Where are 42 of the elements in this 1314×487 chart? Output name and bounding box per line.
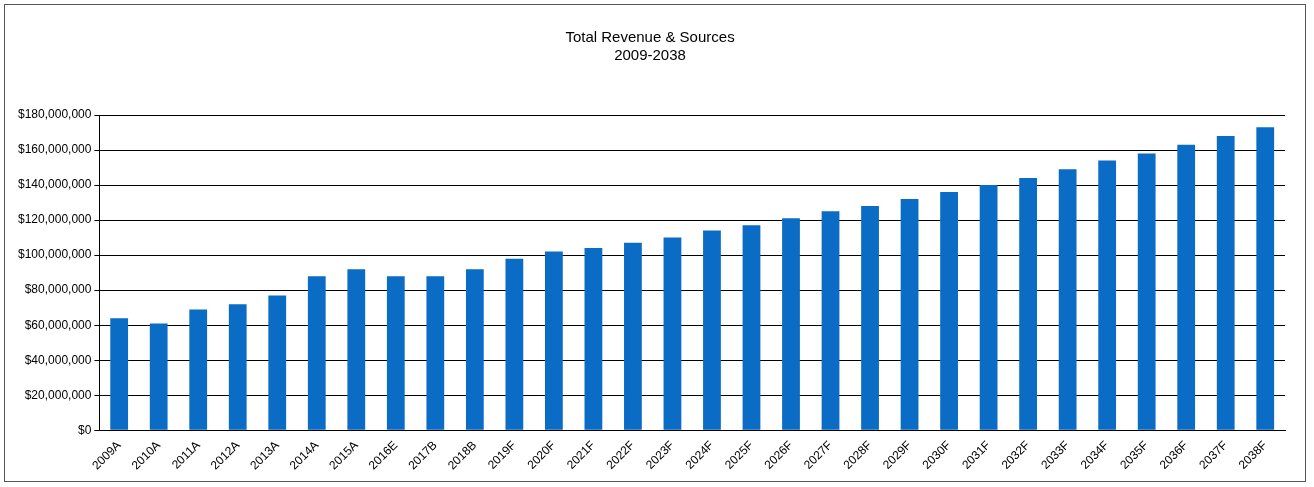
y-tick-label: $160,000,000	[18, 142, 92, 157]
text: Total Revenue & Sources	[565, 28, 735, 46]
bar	[426, 276, 445, 430]
bar	[1256, 127, 1275, 430]
bar	[742, 225, 761, 430]
y-tick-label: $100,000,000	[18, 247, 92, 262]
bar	[465, 269, 484, 430]
bar	[505, 258, 524, 430]
bar	[624, 242, 642, 430]
bar	[1177, 144, 1196, 430]
bar	[584, 248, 603, 430]
y-tick-label: $40,000,000	[24, 352, 92, 367]
bar	[189, 309, 208, 430]
y-tick-label: $0	[78, 422, 92, 437]
bar	[386, 276, 405, 430]
bar	[347, 269, 366, 430]
bar	[663, 237, 682, 430]
bar	[940, 192, 958, 430]
bar	[821, 211, 840, 430]
y-tick-label: $80,000,000	[24, 282, 92, 297]
y-tick-label: $60,000,000	[24, 317, 92, 332]
bar	[1137, 153, 1156, 430]
bar	[307, 276, 326, 430]
bar	[979, 185, 998, 430]
y-tick-label: $20,000,000	[24, 387, 92, 402]
bar	[1216, 136, 1235, 430]
bar	[110, 318, 129, 430]
y-tick-label: $140,000,000	[18, 177, 92, 192]
bar	[861, 206, 879, 430]
bar	[1058, 169, 1077, 430]
text: 2009-2038	[614, 46, 686, 64]
bar	[900, 199, 919, 430]
y-tick-label: $180,000,000	[18, 107, 92, 122]
y-tick-label: $120,000,000	[18, 212, 92, 227]
bar	[1098, 160, 1117, 430]
bar	[228, 304, 247, 430]
bar	[703, 230, 721, 430]
bar	[149, 323, 168, 430]
bar	[1019, 178, 1038, 430]
bar	[782, 218, 800, 430]
bar	[268, 295, 287, 430]
bar	[544, 251, 563, 430]
